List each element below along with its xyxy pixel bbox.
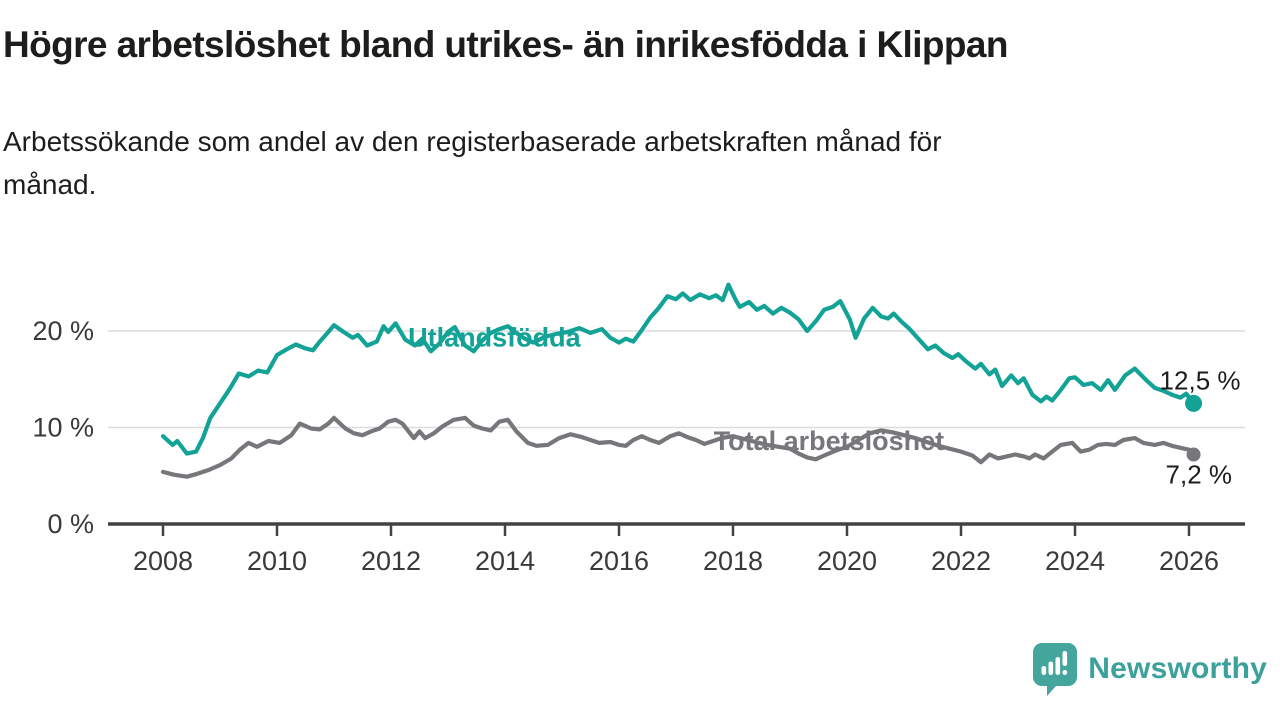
x-axis-tick-label: 2018: [703, 546, 763, 576]
series-inline-label: Total arbetslöshet: [714, 426, 945, 456]
series-end-value-label: 7,2 %: [1166, 460, 1233, 490]
x-axis-tick-label: 2022: [931, 546, 991, 576]
chart-subtitle-line1: Arbetssökande som andel av den registerb…: [3, 126, 942, 157]
x-axis-tick-label: 2010: [247, 546, 307, 576]
x-axis-tick-label: 2014: [475, 546, 535, 576]
x-axis-tick-label: 2026: [1159, 546, 1219, 576]
logo-bar-medium: [1048, 661, 1054, 675]
brand-name: Newsworthy: [1088, 652, 1267, 685]
series-end-value-label: 12,5 %: [1160, 365, 1241, 395]
x-axis-tick-label: 2016: [589, 546, 649, 576]
page-title: Högre arbetslöshet bland utrikes- än inr…: [3, 24, 1009, 65]
logo-exclamation-bar: [1062, 651, 1068, 666]
logo-exclamation-dot: [1062, 670, 1068, 675]
y-axis-tick-label: 20 %: [32, 316, 94, 346]
series-end-dot: [1185, 394, 1203, 412]
x-axis-tick-label: 2020: [817, 546, 877, 576]
logo-bar-short: [1041, 666, 1047, 675]
x-axis-tick-label: 2008: [133, 546, 193, 576]
chart-subtitle-line2: månad.: [3, 169, 97, 201]
series-inline-label: Utlandsfödda: [408, 322, 581, 352]
logo-bar-tall: [1055, 657, 1061, 675]
series-end-dot: [1186, 447, 1201, 462]
y-axis-tick-label: 0 %: [47, 509, 94, 539]
bar-chart-speech-bubble-icon: [1033, 643, 1078, 696]
newsworthy-logo: Newsworthy: [1032, 642, 1267, 696]
x-axis-tick-label: 2024: [1045, 546, 1105, 576]
series-line-foreign-born: [160, 282, 1196, 456]
speech-bubble-shape: [1033, 643, 1078, 696]
y-axis-tick-label: 10 %: [32, 413, 94, 443]
x-axis-tick-label: 2012: [361, 546, 421, 576]
chart-subtitle: Arbetssökande som andel av den registerb…: [3, 120, 1203, 207]
series-line-total: [160, 415, 1196, 479]
